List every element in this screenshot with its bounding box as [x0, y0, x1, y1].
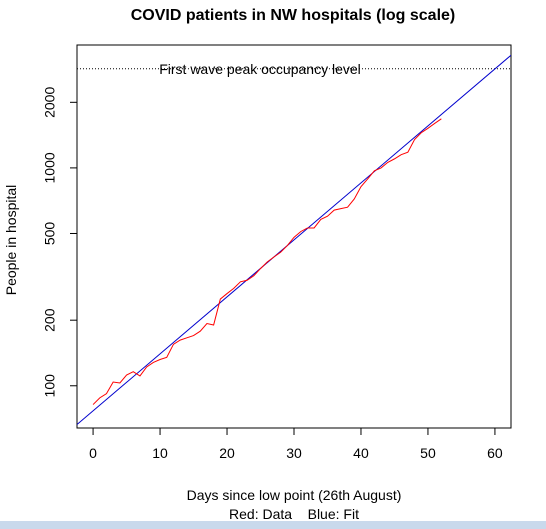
series-line [92, 118, 442, 405]
x-tick-label: 50 [420, 445, 436, 461]
x-tick-label: 60 [487, 445, 503, 461]
y-tick-label: 100 [42, 374, 58, 398]
y-tick-label: 1000 [42, 152, 58, 183]
x-tick-label: 20 [219, 445, 235, 461]
x-tick-label: 30 [286, 445, 302, 461]
window-strip [0, 521, 546, 529]
x-axis-label: Days since low point (26th August) [187, 487, 402, 503]
series-line [77, 54, 511, 425]
plot-frame [76, 44, 512, 429]
y-tick-label: 200 [42, 308, 58, 332]
reference-label: First wave peak occupancy level [159, 61, 361, 77]
y-tick-label: 2000 [42, 87, 58, 118]
x-tick-label: 0 [89, 445, 97, 461]
subtitle: Red: Data Blue: Fit [229, 506, 359, 522]
x-tick-label: 40 [353, 445, 369, 461]
y-axis-label: People in hospital [3, 185, 19, 296]
chart-title: COVID patients in NW hospitals (log scal… [131, 7, 455, 24]
y-tick-label: 500 [42, 222, 58, 246]
x-tick-label: 10 [152, 445, 168, 461]
